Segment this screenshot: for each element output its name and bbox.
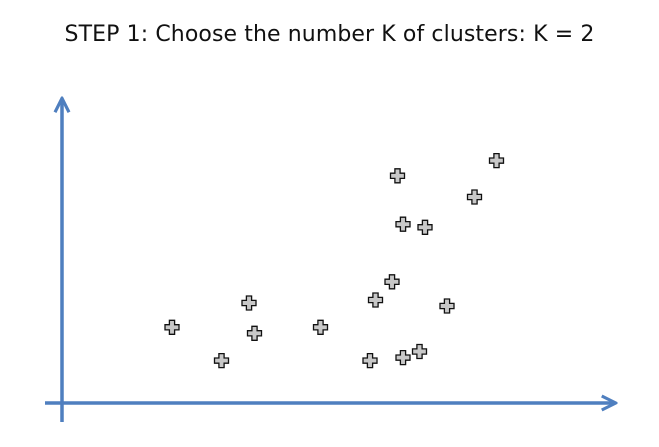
plus-cross-icon [439,298,455,314]
plus-cross-icon [241,295,257,311]
plus-cross-icon [213,352,230,369]
title-step: STEP 1 [64,22,141,47]
plus-cross-icon [367,292,384,308]
data-points [164,152,505,369]
plus-cross-icon [362,352,378,369]
plus-cross-icon [466,189,483,205]
plus-cross-icon [246,325,263,341]
plus-cross-icon [312,319,329,335]
plus-cross-icon [164,319,180,335]
title-text: : Choose the number K of clusters: K = 2 [140,22,595,47]
plus-cross-icon [411,343,428,360]
plus-cross-icon [395,216,411,232]
page-title: STEP 1: Choose the number K of clusters:… [0,22,659,47]
plus-cross-icon [395,349,411,366]
plus-cross-icon [488,152,505,169]
plus-cross-icon [417,219,433,235]
plus-cross-icon [389,168,406,184]
plus-cross-icon [384,274,400,290]
